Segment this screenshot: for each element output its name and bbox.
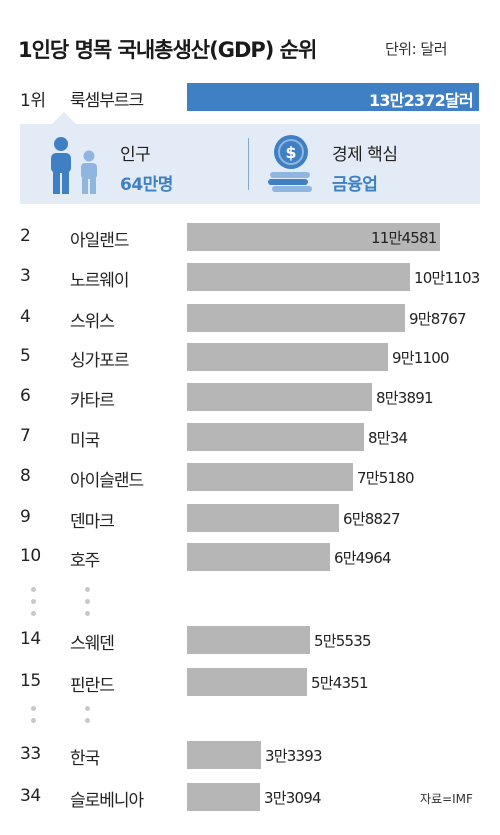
chart-title: 1인당 명목 국내총생산(GDP) 순위 <box>18 38 317 62</box>
country-label: 미국 <box>70 431 100 451</box>
bar <box>187 343 388 371</box>
bar <box>187 463 353 491</box>
rank-10: 10 <box>20 546 41 566</box>
bar <box>187 626 310 654</box>
people-icon <box>51 137 97 194</box>
country-label: 호주 <box>70 551 100 571</box>
rank-15: 15 <box>20 671 41 691</box>
rank-5: 5 <box>20 346 31 366</box>
unit-label: 단위: 달러 <box>385 40 448 58</box>
info-divider <box>248 138 249 190</box>
value-label: 3만3393 <box>265 747 323 765</box>
country-label: 슬로베니아 <box>70 791 144 811</box>
bar <box>187 223 440 251</box>
value-label: 8만3891 <box>376 389 434 407</box>
bar <box>187 383 372 411</box>
country-label: 노르웨이 <box>70 271 130 291</box>
value-label: 13만2372달러 <box>369 91 474 110</box>
country-label: 룩셈부르크 <box>70 91 144 111</box>
country-label: 한국 <box>70 749 100 769</box>
bar <box>187 83 479 111</box>
rank-3: 3 <box>20 266 31 286</box>
bar <box>187 783 260 811</box>
bar <box>187 741 261 769</box>
economy-label: 경제 핵심 <box>332 145 398 165</box>
country-label: 덴마크 <box>70 512 115 532</box>
country-label: 아일랜드 <box>70 231 130 251</box>
rank-7: 7 <box>20 426 31 446</box>
value-label: 10만1103 <box>414 269 480 287</box>
population-value: 64만명 <box>120 175 173 195</box>
rank-4: 4 <box>20 307 31 327</box>
country-label: 카타르 <box>70 391 115 411</box>
bar <box>187 668 307 696</box>
value-label: 8만34 <box>368 429 408 447</box>
source-note: 자료=IMF <box>420 792 473 806</box>
value-label: 11만4581 <box>371 229 437 247</box>
value-label: 9만8767 <box>409 310 467 328</box>
value-label: 7만5180 <box>357 469 415 487</box>
coin-stack-icon: $ <box>268 135 312 192</box>
info-box: 인구 64만명 $ 경제 핵심 금융업 <box>20 124 480 204</box>
economy-value: 금융업 <box>332 175 378 195</box>
country-label: 스웨덴 <box>70 634 115 654</box>
value-label: 6만8827 <box>343 510 401 528</box>
rank-6: 6 <box>20 386 31 406</box>
bar <box>187 543 330 571</box>
country-label: 아이슬랜드 <box>70 471 144 491</box>
bar <box>187 423 364 451</box>
value-label: 9만1100 <box>392 349 450 367</box>
rank-34: 34 <box>20 786 41 806</box>
rank-2: 2 <box>20 226 31 246</box>
population-label: 인구 <box>120 145 151 165</box>
country-label: 핀란드 <box>70 676 115 696</box>
bar <box>187 304 405 332</box>
bar <box>187 263 410 291</box>
info-pointer <box>52 112 76 124</box>
value-label: 3만3094 <box>264 789 322 807</box>
value-label: 5만4351 <box>311 674 369 692</box>
bar <box>187 504 339 532</box>
rank-14: 14 <box>20 629 41 649</box>
rank-8: 8 <box>20 466 31 486</box>
svg-text:$: $ <box>285 143 296 162</box>
value-label: 5만5535 <box>314 632 372 650</box>
rank-33: 33 <box>20 744 41 764</box>
country-label: 스위스 <box>70 312 115 332</box>
rank-1: 1위 <box>20 91 46 111</box>
country-label: 싱가포르 <box>70 351 130 371</box>
value-label: 6만4964 <box>334 549 392 567</box>
rank-9: 9 <box>20 507 31 527</box>
